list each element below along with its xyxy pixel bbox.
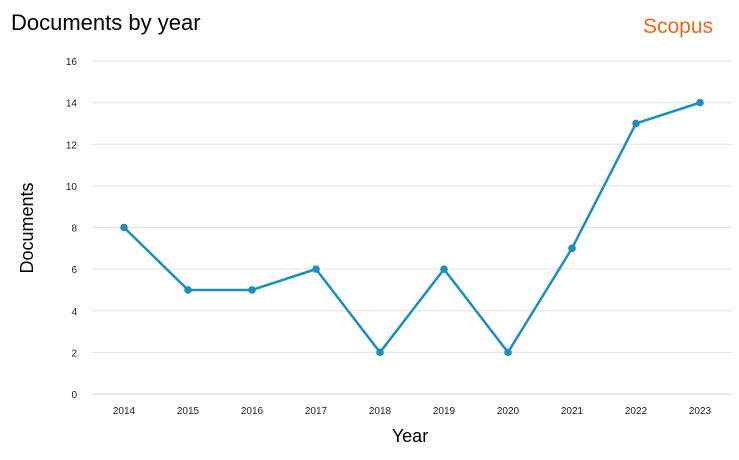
x-tick-label: 2023 <box>689 406 712 417</box>
y-tick-labels: 0 2 4 6 8 10 12 14 16 <box>66 57 78 401</box>
x-tick-label: 2020 <box>497 406 520 417</box>
x-tick-labels: 2014 2015 2016 2017 2018 2019 2020 2021 2022 2023 <box>113 406 712 417</box>
series-points <box>120 98 704 357</box>
x-tick-label: 2021 <box>561 406 584 417</box>
y-tick-label: 2 <box>71 348 77 359</box>
x-tick-label: 2014 <box>113 406 136 417</box>
x-tick-label: 2016 <box>241 406 264 417</box>
x-axis-label: Year <box>392 426 428 446</box>
data-point[interactable] <box>120 223 128 232</box>
data-point[interactable] <box>376 348 384 357</box>
x-tick-label: 2015 <box>177 406 200 417</box>
y-tick-label: 16 <box>66 57 78 68</box>
x-tick-label: 2022 <box>625 406 648 417</box>
x-tick-label: 2019 <box>433 406 456 417</box>
x-tick-label: 2017 <box>305 406 328 417</box>
y-tick-label: 4 <box>71 307 77 318</box>
y-tick-label: 8 <box>71 224 77 235</box>
data-point[interactable] <box>184 286 192 294</box>
y-tick-label: 6 <box>71 265 77 276</box>
data-point[interactable] <box>632 119 640 128</box>
y-tick-label: 10 <box>66 182 78 193</box>
data-point[interactable] <box>440 265 448 273</box>
scopus-logo: Scopus <box>643 15 714 38</box>
chart-title: Documents by year <box>11 10 201 35</box>
y-tick-label: 12 <box>66 140 78 151</box>
series-line <box>123 101 701 354</box>
data-point[interactable] <box>568 244 576 253</box>
x-tick-label: 2018 <box>369 406 392 417</box>
data-point[interactable] <box>312 265 320 273</box>
grid-lines <box>92 60 732 395</box>
data-point[interactable] <box>504 348 512 357</box>
y-tick-label: 0 <box>71 390 77 401</box>
y-tick-label: 14 <box>66 99 78 110</box>
data-point[interactable] <box>696 98 704 107</box>
series-line-path <box>123 101 701 354</box>
data-point[interactable] <box>248 286 256 294</box>
y-axis-label: Documents <box>17 182 37 273</box>
